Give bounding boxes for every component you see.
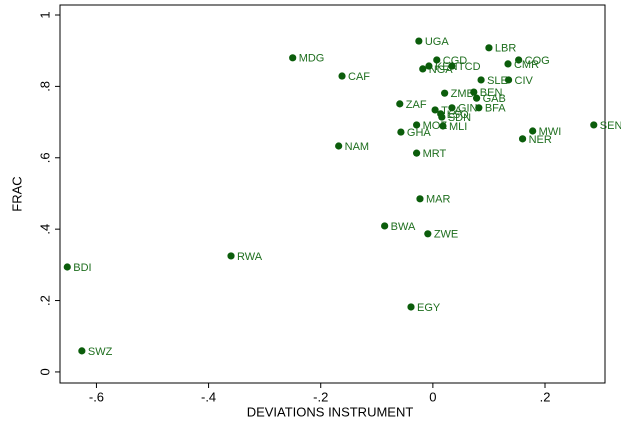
y-axis-label: FRAC bbox=[9, 176, 24, 211]
x-tick-label: -.4 bbox=[201, 389, 216, 404]
point bbox=[413, 149, 421, 157]
point bbox=[441, 89, 449, 97]
point-label: EGY bbox=[417, 302, 441, 314]
point-label: SDN bbox=[448, 112, 471, 124]
y-tick-label: .6 bbox=[37, 152, 52, 163]
point-label: BFA bbox=[485, 103, 506, 115]
point bbox=[407, 303, 415, 311]
point-label: NGA bbox=[429, 64, 454, 76]
point bbox=[504, 76, 513, 84]
x-tick-label: 0 bbox=[429, 389, 436, 404]
point bbox=[472, 94, 481, 102]
point-label: COG bbox=[525, 55, 550, 67]
point bbox=[515, 56, 523, 64]
point-label: ZMB bbox=[451, 88, 474, 100]
point bbox=[448, 62, 456, 70]
y-tick-label: 0 bbox=[37, 368, 52, 375]
point-label: ZWE bbox=[434, 229, 458, 241]
point bbox=[381, 222, 389, 230]
y-tick-label: .8 bbox=[37, 81, 52, 92]
x-axis-label: DEVIATIONS INSTRUMENT bbox=[247, 404, 414, 419]
point bbox=[78, 347, 86, 355]
point bbox=[518, 135, 527, 143]
point bbox=[415, 37, 423, 45]
point-label: GIN bbox=[458, 103, 478, 115]
plot-frame bbox=[59, 4, 606, 384]
point-label: MRT bbox=[423, 148, 447, 160]
point-label: BEN bbox=[480, 87, 503, 99]
point bbox=[529, 127, 537, 135]
point bbox=[431, 106, 439, 114]
point-label: SLE bbox=[487, 75, 508, 87]
point bbox=[424, 230, 432, 238]
point-label: BWA bbox=[391, 221, 416, 233]
point-label: CIV bbox=[515, 75, 534, 87]
y-tick-label: .4 bbox=[37, 224, 52, 235]
point-label: GHA bbox=[407, 127, 432, 139]
point bbox=[413, 121, 421, 129]
point-label: MWI bbox=[539, 126, 562, 138]
point-label: NER bbox=[529, 134, 552, 146]
point bbox=[448, 104, 456, 112]
point-label: LBR bbox=[495, 43, 516, 55]
point bbox=[227, 252, 235, 260]
point bbox=[477, 76, 485, 84]
point-label: LSO bbox=[447, 109, 469, 121]
point bbox=[425, 62, 433, 70]
point-label: UGA bbox=[425, 36, 450, 48]
point-label: MOZ bbox=[423, 120, 448, 132]
point-label: GAB bbox=[483, 93, 506, 105]
point bbox=[475, 104, 483, 112]
point bbox=[396, 100, 404, 108]
point-label: NAM bbox=[345, 141, 369, 153]
y-tick-label: .2 bbox=[37, 295, 52, 306]
point bbox=[485, 44, 493, 52]
point-label: TCD bbox=[458, 61, 481, 73]
point-label: MAR bbox=[426, 194, 451, 206]
point bbox=[439, 122, 447, 130]
point bbox=[335, 142, 343, 150]
point-label: MDG bbox=[299, 53, 325, 65]
point-label: CMR bbox=[514, 59, 539, 71]
point bbox=[289, 54, 297, 62]
point bbox=[338, 72, 346, 80]
point bbox=[590, 121, 598, 129]
point bbox=[397, 128, 405, 136]
x-tick-label: -.2 bbox=[313, 389, 328, 404]
point-label: BDI bbox=[73, 262, 91, 274]
point bbox=[63, 263, 71, 271]
point-label: SWZ bbox=[88, 346, 113, 358]
point bbox=[438, 113, 446, 121]
point-label: RWA bbox=[237, 251, 263, 263]
point bbox=[419, 65, 427, 73]
point bbox=[504, 60, 512, 68]
x-tick-label: -.6 bbox=[89, 389, 104, 404]
point-label: ZAF bbox=[406, 99, 427, 111]
y-tick-label: 1 bbox=[37, 11, 52, 18]
point bbox=[470, 88, 478, 96]
point-label: MLI bbox=[449, 121, 467, 133]
point-label: CGD bbox=[443, 55, 468, 67]
point-label: SEN bbox=[600, 120, 621, 132]
point bbox=[416, 195, 424, 203]
x-tick-label: .2 bbox=[540, 389, 551, 404]
point-label: CAF bbox=[348, 71, 370, 83]
point bbox=[433, 56, 441, 64]
